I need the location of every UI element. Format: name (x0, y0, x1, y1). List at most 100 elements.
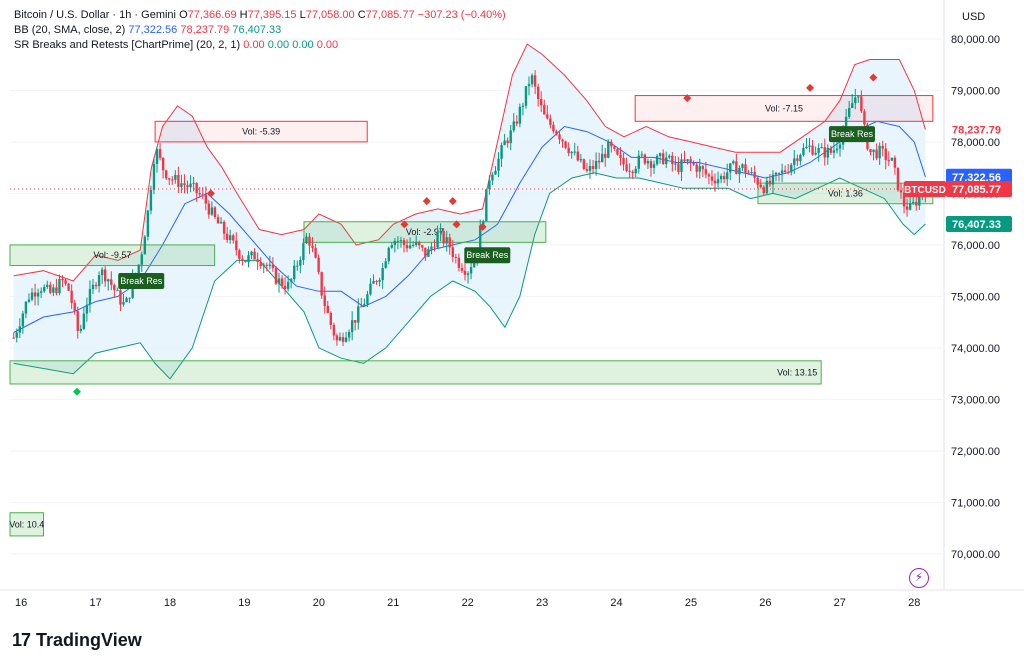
candle-body (911, 201, 915, 203)
candle-body (451, 247, 454, 258)
high-value: 77,395.15 (247, 9, 297, 21)
bb-indicator-label[interactable]: BB (20, SMA, close, 2) (14, 24, 126, 36)
resistance-marker (478, 222, 487, 231)
high-label: H (239, 9, 248, 21)
candle-body (780, 170, 784, 174)
candle-body (814, 152, 817, 155)
candle-body (512, 121, 515, 131)
price-tag-last (946, 180, 1012, 197)
candle-body (543, 105, 546, 115)
price-axis[interactable]: 80,000.0079,000.0078,000.0077,000.0076,0… (951, 34, 1000, 561)
break-res-badge (464, 247, 511, 264)
time-axis[interactable]: 16 17 18 19 20 21 22 23 24 25 26 27 28 (15, 597, 920, 609)
candle-body (152, 163, 156, 191)
lightning-icon[interactable]: ⚡ (909, 568, 929, 588)
candle-body (613, 146, 616, 149)
candle-body (64, 280, 67, 284)
candle-body (582, 159, 586, 170)
candle-body (527, 84, 531, 87)
x-tick-label: 23 (536, 597, 548, 609)
candle-body (125, 298, 128, 302)
candle-body (896, 167, 900, 191)
candle-body (497, 158, 500, 171)
candle-body (579, 159, 583, 161)
candle-body (161, 157, 165, 171)
candle-body (445, 237, 448, 244)
candle-body (887, 160, 891, 162)
candle-body (268, 264, 272, 266)
brand: 17 TradingView (12, 630, 142, 651)
candle-body (201, 194, 204, 196)
candle-body (192, 182, 195, 184)
candle-body (491, 174, 494, 181)
candle-body (674, 163, 677, 165)
candle-body (43, 286, 46, 292)
candle-body (219, 221, 223, 224)
candle-body (774, 172, 778, 175)
candle-body (168, 178, 171, 180)
candle-body (783, 170, 787, 173)
open-value: 77,366.69 (187, 9, 237, 21)
candle-body (100, 269, 104, 276)
candle-body (210, 207, 214, 215)
candle-body (915, 201, 918, 206)
candle-body (878, 145, 881, 159)
candle-body (655, 155, 659, 165)
close-value: 77,085.77 (365, 9, 415, 21)
candle-body (847, 107, 851, 117)
y-tick-label: 80,000.00 (951, 34, 1000, 46)
candle-body (204, 194, 208, 204)
symbol-title[interactable]: Bitcoin / U.S. Dollar · 1h · Gemini (14, 9, 176, 21)
candle-body (750, 171, 753, 173)
candle-body (799, 154, 802, 161)
candle-body (863, 111, 866, 125)
candle-body (564, 141, 567, 148)
candle-body (372, 280, 375, 284)
candle-body (158, 149, 162, 158)
legend-sr-row: SR Breaks and Retests [ChartPrime] (20, … (14, 38, 506, 53)
candle-body (122, 301, 125, 305)
candle-body (418, 241, 421, 246)
sr-value-2: 0.00 (267, 39, 290, 51)
candle-body (82, 313, 86, 329)
candle-body (918, 196, 921, 206)
candle-body (552, 124, 555, 132)
candle-body (808, 145, 811, 147)
resistance-marker (683, 94, 692, 103)
candle-body (256, 259, 259, 263)
candle-body (180, 183, 183, 187)
candle-body (735, 161, 738, 175)
candle-body (695, 164, 698, 172)
candle-body (786, 172, 790, 174)
y-tick-label: 76,000.00 (951, 240, 1000, 252)
currency-label[interactable]: USD (962, 11, 986, 23)
x-tick-label: 17 (89, 597, 101, 609)
candle-body (262, 264, 265, 267)
candle-body (232, 235, 235, 241)
candle-body (189, 183, 192, 188)
candle-body (155, 149, 159, 164)
resistance-marker (452, 220, 461, 229)
candle-body (198, 193, 201, 195)
candle-body (61, 278, 64, 281)
candle-body (107, 279, 110, 282)
candle-body (604, 153, 607, 158)
candle-body (533, 75, 537, 87)
candle-body (832, 150, 836, 153)
candle-body (49, 284, 52, 293)
candle-body (905, 206, 909, 210)
candle-body (686, 159, 689, 162)
sr-value-1: 0.00 (243, 39, 265, 51)
candle-body (747, 172, 750, 174)
candle-body (494, 170, 497, 175)
candle-body (625, 164, 628, 171)
candle-body (15, 332, 18, 338)
sr-volume-label: Vol: -2.97 (406, 227, 444, 237)
candle-body (488, 180, 491, 190)
sr-indicator-label[interactable]: SR Breaks and Retests [ChartPrime] (20, … (14, 39, 241, 51)
candle-body (857, 96, 860, 98)
candle-body (326, 305, 329, 313)
candle-body (503, 140, 506, 146)
y-tick-label: 71,000.00 (951, 497, 1000, 509)
